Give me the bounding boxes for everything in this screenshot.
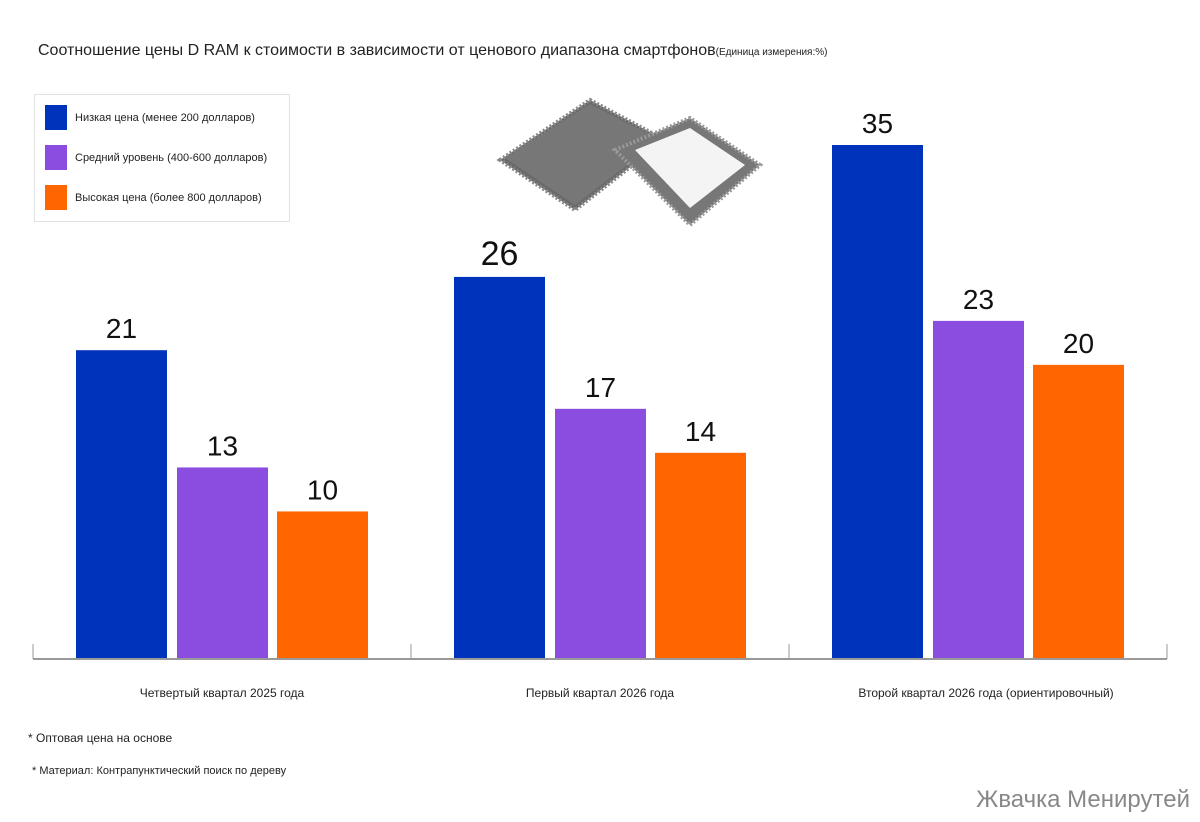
legend-swatch	[45, 185, 67, 210]
bar	[76, 350, 167, 658]
data-label: 13	[207, 430, 238, 461]
title-text: Соотношение цены D RAM к стоимости в зав…	[38, 42, 716, 59]
legend: Низкая цена (менее 200 долларов) Средний…	[34, 94, 290, 222]
bar	[832, 145, 923, 658]
bar	[655, 452, 746, 658]
x-tick-label: Второй квартал 2026 года (ориентировочны…	[858, 686, 1113, 700]
unit-note: (Единица измерения:%)	[715, 47, 828, 58]
source-note: * Материал: Контрапунктический поиск по …	[32, 765, 287, 777]
data-label: 23	[963, 284, 994, 315]
legend-item: Высокая цена (более 800 долларов)	[45, 185, 262, 210]
footnote: * Оптовая цена на основе	[28, 731, 173, 745]
legend-item: Низкая цена (менее 200 долларов)	[45, 105, 255, 130]
legend-item: Средний уровень (400-600 долларов)	[45, 145, 267, 170]
legend-label: Средний уровень (400-600 долларов)	[75, 151, 268, 164]
data-label: 21	[106, 313, 137, 344]
bar	[277, 511, 368, 658]
legend-label: Низкая цена (менее 200 долларов)	[75, 111, 255, 124]
data-label: 20	[1063, 328, 1094, 359]
data-label: 10	[307, 474, 338, 505]
legend-swatch	[45, 105, 67, 130]
legend-label: Высокая цена (более 800 долларов)	[75, 191, 262, 204]
chip-icon	[496, 97, 764, 228]
data-label: 17	[585, 372, 616, 403]
bar	[933, 320, 1024, 658]
data-label: 26	[481, 235, 519, 273]
brand-watermark: Жвачка Менирутей	[976, 786, 1190, 813]
bar	[177, 467, 268, 658]
x-tick-label: Четвертый квартал 2025 года	[140, 686, 305, 700]
bar	[1033, 364, 1124, 658]
chart-title: Соотношение цены D RAM к стоимости в зав…	[38, 42, 827, 60]
data-label: 35	[862, 108, 893, 139]
data-label: 14	[685, 416, 716, 447]
bar	[555, 408, 646, 658]
x-tick-label: Первый квартал 2026 года	[526, 686, 675, 700]
legend-swatch	[45, 145, 67, 170]
bar	[454, 276, 545, 658]
x-axis: Четвертый квартал 2025 года Первый кварта…	[32, 644, 1168, 700]
